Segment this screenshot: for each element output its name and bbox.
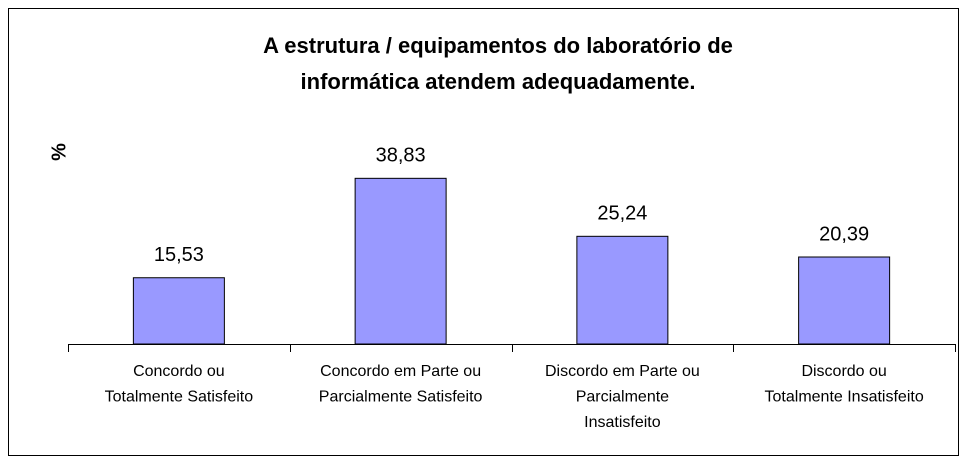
x-tick-label: Parcialmente Satisfeito xyxy=(319,389,483,406)
x-tick-label: Discordo em Parte ou xyxy=(545,363,700,380)
value-label: 20,39 xyxy=(819,223,869,245)
x-tick-label: Totalmente Satisfeito xyxy=(105,389,254,406)
x-tick-label: Insatisfeito xyxy=(584,414,661,431)
x-tick-label: Totalmente Insatisfeito xyxy=(765,389,924,406)
bar xyxy=(798,256,891,345)
x-tick-label: Concordo em Parte ou xyxy=(320,363,481,380)
bar xyxy=(354,177,447,345)
x-tick-label: Parcialmente xyxy=(576,389,669,406)
chart-title: A estrutura / equipamentos do laboratóri… xyxy=(263,33,733,58)
bar xyxy=(576,235,669,345)
y-axis-label: % xyxy=(48,143,70,161)
x-tick-label: Concordo ou xyxy=(133,363,225,380)
value-label: 38,83 xyxy=(376,145,426,167)
chart-title: informática atendem adequadamente. xyxy=(301,69,696,94)
value-label: 25,24 xyxy=(597,203,647,225)
bar xyxy=(132,277,225,345)
chart-frame xyxy=(8,8,959,456)
value-label: 15,53 xyxy=(154,244,204,266)
x-tick-label: Discordo ou xyxy=(801,363,886,380)
